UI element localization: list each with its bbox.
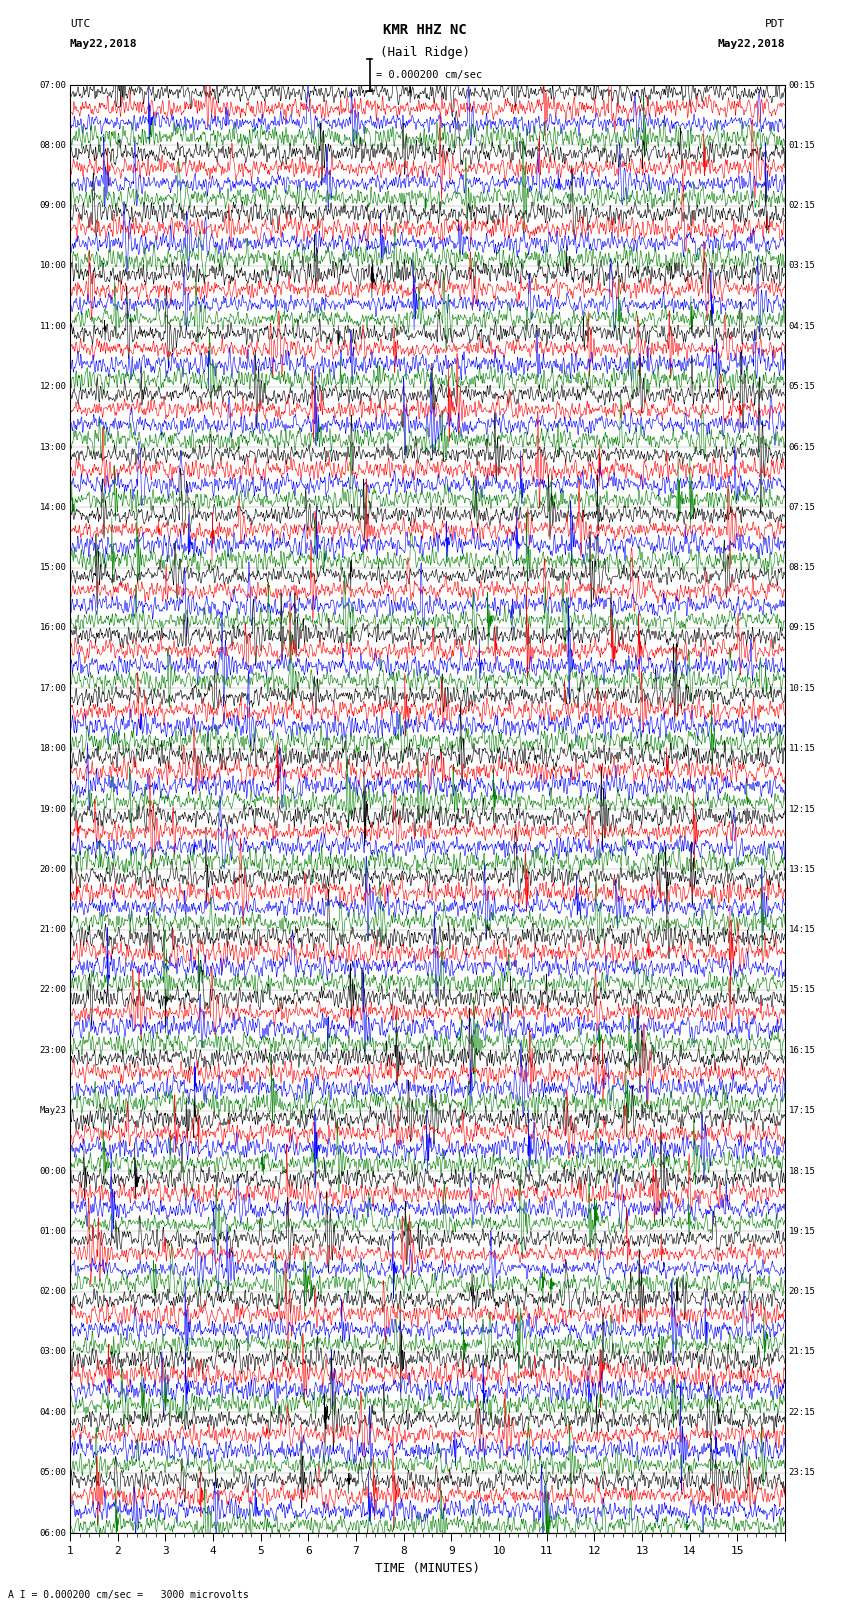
Text: 08:00: 08:00	[40, 140, 66, 150]
Text: = 0.000200 cm/sec: = 0.000200 cm/sec	[376, 69, 482, 79]
Text: 07:00: 07:00	[40, 81, 66, 89]
Text: 11:00: 11:00	[40, 323, 66, 331]
Text: 23:15: 23:15	[789, 1468, 815, 1478]
Text: 16:15: 16:15	[789, 1045, 815, 1055]
Text: 18:15: 18:15	[789, 1166, 815, 1176]
Text: A I = 0.000200 cm/sec =   3000 microvolts: A I = 0.000200 cm/sec = 3000 microvolts	[8, 1590, 249, 1600]
Text: 10:00: 10:00	[40, 261, 66, 271]
Text: KMR HHZ NC: KMR HHZ NC	[383, 23, 467, 37]
Text: PDT: PDT	[765, 19, 785, 29]
Text: (Hail Ridge): (Hail Ridge)	[380, 47, 470, 60]
Text: 02:15: 02:15	[789, 202, 815, 210]
Text: 08:15: 08:15	[789, 563, 815, 573]
Text: 22:00: 22:00	[40, 986, 66, 995]
Text: 23:00: 23:00	[40, 1045, 66, 1055]
Text: 05:00: 05:00	[40, 1468, 66, 1478]
Text: 11:15: 11:15	[789, 744, 815, 753]
Text: 07:15: 07:15	[789, 503, 815, 511]
Text: 04:15: 04:15	[789, 323, 815, 331]
Text: 19:00: 19:00	[40, 805, 66, 813]
Text: 12:00: 12:00	[40, 382, 66, 392]
Text: 22:15: 22:15	[789, 1408, 815, 1416]
Text: 01:15: 01:15	[789, 140, 815, 150]
Text: May22,2018: May22,2018	[70, 39, 138, 50]
Text: 16:00: 16:00	[40, 624, 66, 632]
Text: 01:00: 01:00	[40, 1227, 66, 1236]
Text: 15:15: 15:15	[789, 986, 815, 995]
Text: 06:15: 06:15	[789, 442, 815, 452]
Text: 09:15: 09:15	[789, 624, 815, 632]
Text: UTC: UTC	[70, 19, 90, 29]
Text: 03:00: 03:00	[40, 1347, 66, 1357]
Text: May22,2018: May22,2018	[717, 39, 785, 50]
Text: 05:15: 05:15	[789, 382, 815, 392]
Text: 06:00: 06:00	[40, 1529, 66, 1537]
Text: 19:15: 19:15	[789, 1227, 815, 1236]
Text: 14:00: 14:00	[40, 503, 66, 511]
Text: 12:15: 12:15	[789, 805, 815, 813]
Text: 04:00: 04:00	[40, 1408, 66, 1416]
Text: 17:00: 17:00	[40, 684, 66, 694]
Text: 14:15: 14:15	[789, 926, 815, 934]
Text: 21:00: 21:00	[40, 926, 66, 934]
Text: 13:15: 13:15	[789, 865, 815, 874]
Text: 03:15: 03:15	[789, 261, 815, 271]
Text: 02:00: 02:00	[40, 1287, 66, 1297]
Text: 17:15: 17:15	[789, 1107, 815, 1115]
Text: 09:00: 09:00	[40, 202, 66, 210]
Text: 00:15: 00:15	[789, 81, 815, 89]
Text: 10:15: 10:15	[789, 684, 815, 694]
Text: 13:00: 13:00	[40, 442, 66, 452]
Text: May23: May23	[40, 1107, 66, 1115]
Text: 18:00: 18:00	[40, 744, 66, 753]
Text: 20:00: 20:00	[40, 865, 66, 874]
Text: 15:00: 15:00	[40, 563, 66, 573]
Text: 00:00: 00:00	[40, 1166, 66, 1176]
Text: 21:15: 21:15	[789, 1347, 815, 1357]
X-axis label: TIME (MINUTES): TIME (MINUTES)	[375, 1561, 480, 1574]
Text: 20:15: 20:15	[789, 1287, 815, 1297]
